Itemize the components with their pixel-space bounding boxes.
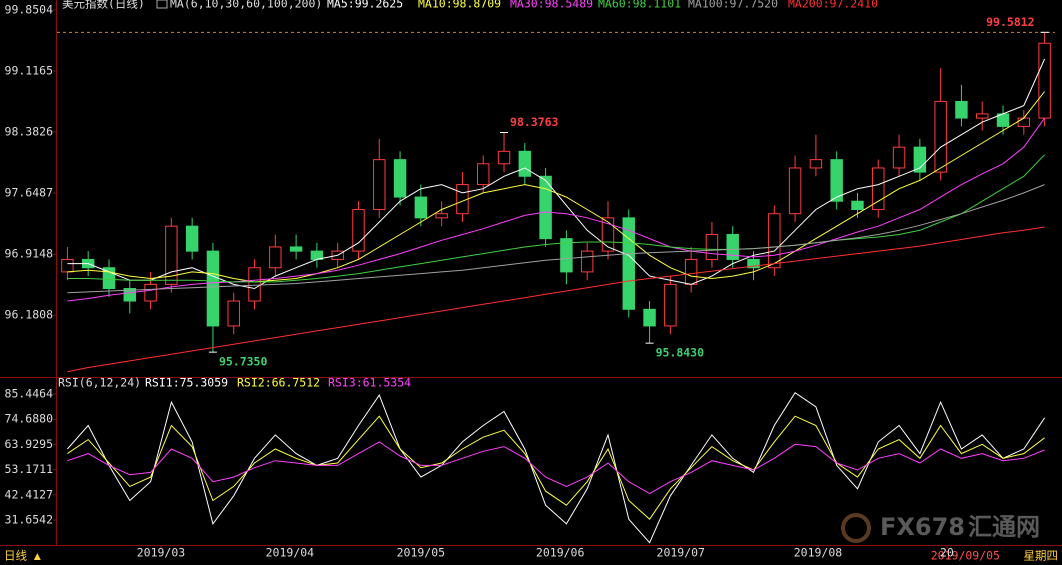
candle-body [477, 163, 490, 186]
status-date: 2019/09/05 [931, 549, 1000, 563]
watermark-name: 汇通网 [968, 513, 1040, 541]
y-tick-label: 74.6880 [5, 412, 54, 426]
legend-entry: RSI3:61.5354 [328, 376, 411, 390]
candle-body [601, 217, 615, 252]
y-tick-label: 96.9148 [5, 247, 54, 261]
candle-body [726, 233, 739, 260]
legend-entry: MA100:97.7520 [688, 0, 778, 11]
series-line [67, 154, 1045, 283]
candle-body [393, 159, 407, 198]
candle-body [373, 159, 386, 211]
pane-title: RSI(6,12,24) [58, 376, 141, 390]
y-tick-label: 53.1711 [5, 462, 54, 476]
x-tick-label: 2019/06 [536, 546, 585, 560]
annotation: 95.8430 [656, 346, 705, 360]
legend-entry: MA10:98.8709 [418, 0, 501, 11]
y-tick-label: 99.1165 [5, 63, 53, 77]
candle-body [976, 113, 989, 119]
watermark-icon [841, 513, 871, 543]
y-tick-label: 85.4464 [5, 387, 54, 401]
candle-body [560, 238, 573, 273]
status-label: 日线 ▲ [4, 549, 41, 563]
legend-entry: MA200:97.2410 [788, 0, 878, 11]
candle-body [102, 267, 116, 290]
y-tick-label: 42.4127 [5, 487, 54, 501]
candle-body [289, 246, 303, 252]
candle-body [851, 200, 864, 211]
legend-entry: MA60:98.1101 [598, 0, 681, 11]
candle-body [123, 288, 136, 302]
candle-body [165, 225, 178, 285]
candle-body [664, 283, 677, 327]
watermark-logo: FX678 [880, 513, 965, 541]
y-tick-label: 99.8504 [5, 2, 54, 16]
candle-body [934, 100, 947, 173]
candle-body [518, 150, 532, 177]
candle-body [788, 167, 802, 215]
status-weekday: 星期四 [1024, 549, 1059, 563]
candle-body [684, 258, 698, 285]
x-tick-label: 2019/05 [397, 546, 445, 560]
x-tick-label: 2019/07 [657, 546, 706, 560]
candle-body [206, 250, 220, 327]
annotation: 98.3763 [510, 115, 559, 129]
y-tick-label: 96.1808 [5, 308, 54, 322]
y-tick-label: 63.9295 [5, 437, 53, 451]
candle-body [643, 308, 656, 327]
candle-body [248, 267, 261, 302]
x-tick-label: 2019/03 [137, 546, 186, 560]
y-tick-label: 31.6542 [5, 513, 53, 527]
candle-body [913, 146, 927, 173]
series-line [67, 415, 1045, 520]
x-tick-label: 2019/08 [794, 546, 843, 560]
legend-entry: RSI1:75.3059 [145, 376, 228, 390]
legend-entry: MA30:98.5489 [510, 0, 593, 11]
candle-body [144, 283, 157, 302]
series-line [67, 391, 1046, 544]
ma-params: MA(6,10,30,60,100,200) [170, 0, 322, 11]
legend-entry: MA5:99.2625 [327, 0, 403, 11]
candle-body [747, 258, 760, 269]
candle-body [580, 250, 594, 273]
candle-body [892, 146, 906, 169]
y-tick-label: 98.3826 [5, 124, 54, 138]
candle-body [1038, 42, 1051, 119]
legend-entry: RSI2:66.7512 [237, 376, 320, 390]
candle-body [539, 175, 552, 240]
series-line [67, 184, 1045, 294]
candle-body [830, 159, 843, 202]
series-line [67, 91, 1045, 283]
candle-body [955, 100, 968, 119]
candle-body [497, 150, 511, 165]
candle-body [269, 246, 282, 269]
ma-icon [156, 0, 168, 9]
candle-body [435, 213, 448, 219]
annotation: 99.5812 [986, 15, 1034, 29]
candle-body [768, 213, 781, 269]
series-line [67, 226, 1045, 373]
candle-body [227, 300, 240, 327]
series-line [67, 441, 1045, 495]
x-tick-label: 2019/04 [266, 546, 315, 560]
candle-body [61, 258, 74, 273]
candle-body [1017, 117, 1031, 127]
candle-body [809, 159, 823, 169]
annotation: 95.7350 [219, 355, 268, 369]
x-tick-label: 20 [940, 546, 954, 560]
candle-body [705, 233, 719, 260]
y-tick-label: 97.6487 [5, 186, 54, 200]
candle-body [185, 225, 199, 252]
candle-body [414, 196, 428, 219]
candle-body [352, 209, 365, 252]
instrument: 美元指数(日线) [62, 0, 145, 11]
candle-body [622, 217, 635, 310]
candle-body [872, 167, 885, 211]
